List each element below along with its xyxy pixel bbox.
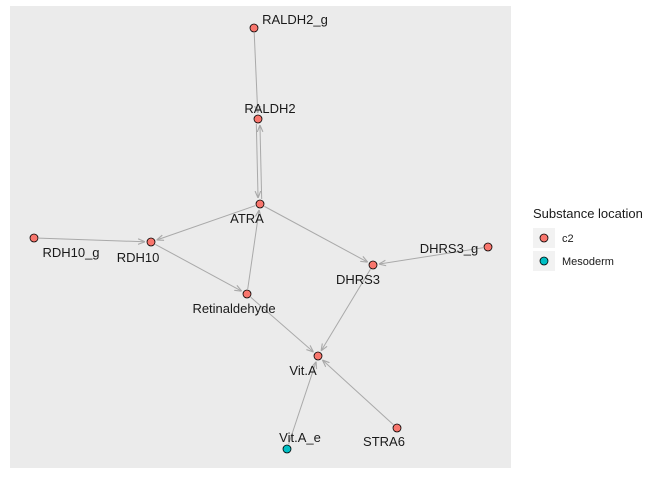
- edge-dhrs3-to-vit-a: [321, 269, 371, 351]
- legend-title: Substance location: [533, 206, 643, 221]
- node-label-atra: ATRA: [230, 211, 264, 226]
- edge-rdh10-to-retinaldehyde: [155, 243, 241, 291]
- edge-atra-to-dhrs3: [264, 205, 367, 262]
- edge-raldh2-g-to-raldh2: [253, 32, 258, 113]
- legend-key-mesoderm: [539, 256, 549, 266]
- legend-key-c2: [539, 233, 549, 243]
- node-label-retinaldehyde: Retinaldehyde: [192, 301, 275, 316]
- node-label-raldh2: RALDH2: [244, 101, 295, 116]
- node-label-dhrs3: DHRS3: [336, 272, 380, 287]
- node-dhrs3: [368, 260, 378, 270]
- node-label-dhrs3-g: DHRS3_g: [420, 241, 479, 256]
- node-rdh10-g: [29, 233, 39, 243]
- node-atra: [255, 199, 265, 209]
- edge-atra-to-rdh10: [157, 205, 256, 240]
- node-label-vit-a-e: Vit.A_e: [279, 430, 321, 445]
- node-label-raldh2-g: RALDH2_g: [262, 12, 328, 27]
- node-dhrs3-g: [483, 242, 493, 252]
- plot-panel: [10, 6, 511, 468]
- node-stra6: [392, 423, 402, 433]
- edge-vit-a-e-to-vit-a: [288, 362, 317, 445]
- edge-stra6-to-vit-a: [322, 360, 394, 426]
- legend-label-c2: c2: [562, 233, 574, 245]
- edge-retinaldehyde-to-atra: [247, 210, 259, 290]
- edge-dhrs3-g-to-dhrs3: [379, 247, 484, 264]
- legend-label-mesoderm: Mesoderm: [562, 256, 614, 268]
- node-label-rdh10-g: RDH10_g: [42, 245, 99, 260]
- edge-raldh2-to-atra: [256, 124, 258, 198]
- node-raldh2: [253, 114, 263, 124]
- edge-retinaldehyde-to-vit-a: [250, 296, 314, 352]
- node-vit-a: [313, 351, 323, 361]
- labels-layer: RALDH2_g RALDH2 ATRA RDH10_g RDH10 DHRS3_g DHR…: [42, 12, 478, 449]
- edge-atra-to-raldh2: [260, 125, 262, 199]
- node-rdh10: [146, 237, 156, 247]
- node-vit-a-e: [282, 444, 292, 454]
- legend: Substance location c2 Mesoderm: [533, 206, 643, 271]
- node-label-vit-a: Vit.A: [289, 363, 317, 378]
- node-retinaldehyde: [242, 289, 252, 299]
- edge-rdh10-g-to-rdh10: [38, 237, 145, 242]
- nodes-layer: [29, 23, 493, 454]
- node-label-stra6: STRA6: [363, 434, 405, 449]
- node-label-rdh10: RDH10: [117, 250, 160, 265]
- edges-layer: [38, 32, 484, 445]
- node-raldh2-g: [249, 23, 259, 33]
